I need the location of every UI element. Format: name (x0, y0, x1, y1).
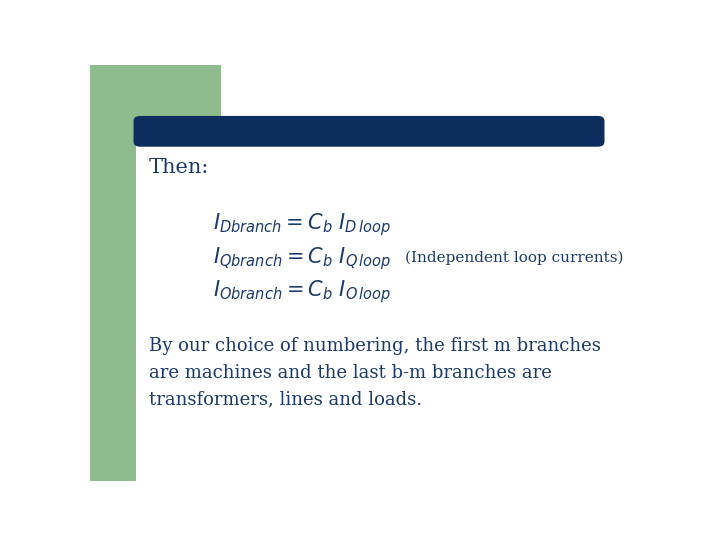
Text: $I_{Obranch} = C_b\ I_{O\,loop}$: $I_{Obranch} = C_b\ I_{O\,loop}$ (213, 278, 391, 305)
Bar (90, 65, 221, 131)
Text: Then:: Then: (148, 158, 209, 177)
Text: $I_{Dbranch} = C_b\ I_{D\,loop}$: $I_{Dbranch} = C_b\ I_{D\,loop}$ (213, 212, 391, 238)
Bar (90, 131, 136, 481)
Text: $I_{Qbranch} = C_b\ I_{Q\,loop}$: $I_{Qbranch} = C_b\ I_{Q\,loop}$ (213, 245, 391, 272)
Text: (Independent loop currents): (Independent loop currents) (405, 251, 624, 265)
FancyBboxPatch shape (133, 116, 605, 147)
Text: By our choice of numbering, the first m branches
are machines and the last b-m b: By our choice of numbering, the first m … (148, 337, 600, 408)
